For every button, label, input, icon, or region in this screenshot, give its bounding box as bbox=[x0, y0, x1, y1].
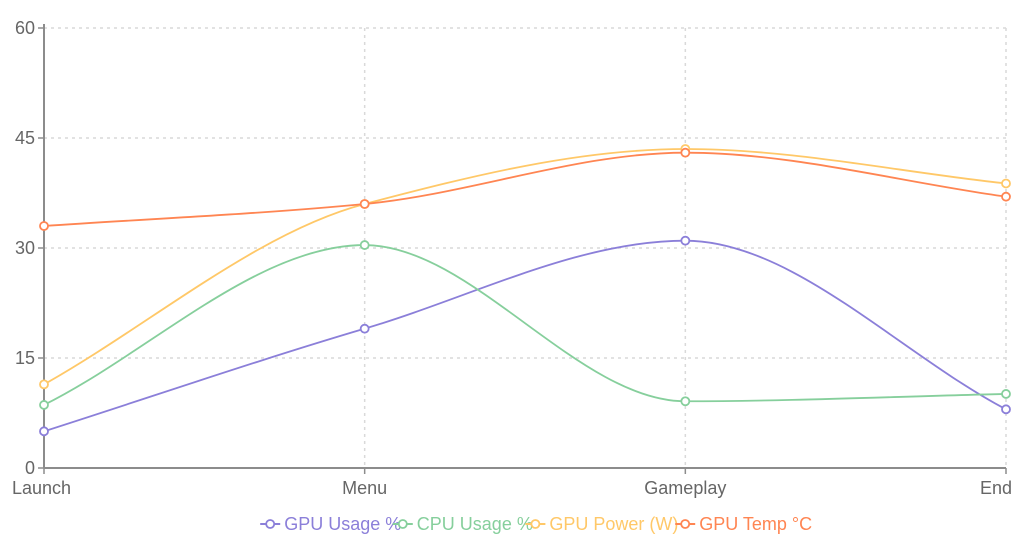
data-point bbox=[1001, 191, 1011, 202]
y-tick-label: 45 bbox=[15, 128, 35, 148]
legend-marker-icon bbox=[680, 519, 691, 529]
data-point bbox=[39, 400, 49, 410]
axes: 0 15 30 45 60 Launch Menu Gameplay End bbox=[12, 18, 1012, 498]
legend-item-2[interactable]: CPU Usage % bbox=[392, 514, 533, 534]
data-point bbox=[39, 426, 49, 437]
legend-label: CPU Usage % bbox=[417, 514, 533, 534]
legend-marker-icon bbox=[530, 519, 541, 529]
x-tick-label: Launch bbox=[12, 478, 71, 498]
legend[interactable]: GPU Usage % CPU Usage % GPU Power (W) GPU T… bbox=[260, 514, 812, 534]
series-line-1 bbox=[43, 239, 1007, 433]
data-point bbox=[1001, 404, 1011, 415]
data-point bbox=[1001, 178, 1011, 189]
x-tick-label: Menu bbox=[342, 478, 387, 498]
data-point bbox=[1001, 389, 1011, 399]
data-point bbox=[359, 323, 370, 334]
data-point bbox=[359, 240, 370, 250]
x-tick-label: Gameplay bbox=[644, 478, 726, 498]
data-point bbox=[39, 221, 49, 231]
grid bbox=[44, 27, 1007, 468]
y-tick-label: 30 bbox=[15, 238, 35, 258]
legend-label: GPU Power (W) bbox=[549, 514, 678, 534]
series bbox=[39, 144, 1011, 437]
series-line-4 bbox=[43, 151, 1007, 227]
legend-marker-icon bbox=[265, 519, 276, 529]
legend-label: GPU Temp °C bbox=[699, 514, 812, 534]
legend-marker-icon bbox=[397, 519, 408, 529]
series-line-3 bbox=[43, 148, 1007, 386]
data-point bbox=[680, 235, 691, 246]
data-point bbox=[680, 147, 691, 158]
legend-item-4[interactable]: GPU Temp °C bbox=[675, 514, 812, 534]
legend-label: GPU Usage % bbox=[284, 514, 401, 534]
legend-item-1[interactable]: GPU Usage % bbox=[260, 514, 401, 534]
data-point bbox=[680, 396, 691, 407]
data-point bbox=[359, 199, 370, 209]
y-tick-label: 15 bbox=[15, 348, 35, 368]
y-tick-label: 60 bbox=[15, 18, 35, 38]
series-line-2 bbox=[43, 244, 1007, 406]
legend-item-3[interactable]: GPU Power (W) bbox=[525, 514, 678, 534]
data-point bbox=[39, 379, 49, 390]
x-tick-label: End bbox=[980, 478, 1012, 498]
y-tick-label: 0 bbox=[25, 458, 35, 478]
